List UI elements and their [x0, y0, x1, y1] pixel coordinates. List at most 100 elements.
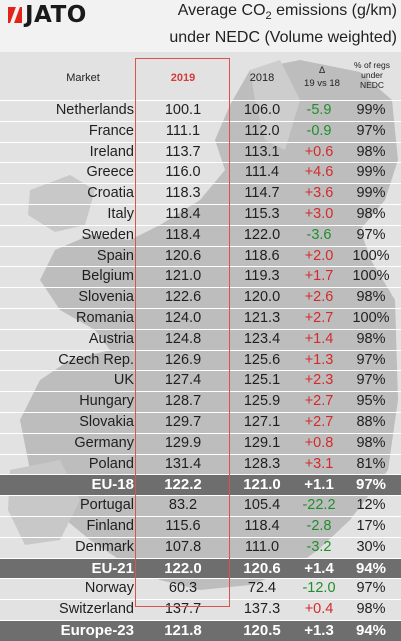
- cell-market: Poland: [88, 455, 134, 472]
- cell-2019: 118.4: [165, 226, 201, 243]
- cell-market: Germany: [74, 434, 134, 451]
- cell-market: Europe-23: [60, 621, 134, 639]
- cell-2018: 106.0: [243, 102, 281, 118]
- cell-market: Hungary: [79, 393, 134, 410]
- title-line1-sub: 2: [265, 10, 272, 23]
- cell-2019: 128.7: [164, 393, 202, 410]
- cell-2019: 60.3: [168, 580, 198, 597]
- table-row: Slovenia 122.6 120.0 +2.6 98%: [0, 287, 401, 308]
- cell-delta: +2.3: [304, 372, 334, 389]
- cell-market: Greece: [86, 164, 134, 181]
- cell-share: 94%: [355, 559, 387, 577]
- cell-market: Switzerland: [59, 601, 134, 618]
- col-header-2018: 2018: [249, 72, 275, 84]
- cell-delta: +2.7: [304, 309, 334, 326]
- delta-label: 19 vs 18: [304, 78, 340, 89]
- table-row: Portugal 83.2 105.4 -22.2 12%: [0, 495, 401, 516]
- cell-2019: 118.4: [165, 205, 201, 222]
- cell-market: Slovenia: [78, 289, 134, 306]
- table-row: France 111.1 112.0 -0.9 97%: [0, 120, 401, 142]
- cell-share: 81%: [356, 455, 386, 472]
- cell-delta: +0.8: [304, 434, 334, 451]
- table-row: Austria 124.8 123.4 +1.4 98%: [0, 328, 401, 350]
- cell-2018: 121.0: [243, 476, 281, 494]
- share-line2: under: [361, 70, 383, 80]
- cell-2019: 121.8: [164, 621, 202, 639]
- cell-market: Finland: [86, 517, 134, 534]
- cell-share: 99%: [356, 185, 386, 202]
- col-header-delta: Δ 19 vs 18: [292, 64, 352, 90]
- cell-2018: 125.9: [243, 393, 281, 410]
- cell-share: 12%: [356, 497, 386, 514]
- cell-2018: 127.1: [243, 413, 281, 430]
- cell-market: Norway: [84, 580, 134, 597]
- cell-market: Romania: [75, 309, 134, 326]
- cell-delta: +3.6: [304, 185, 334, 202]
- cell-delta: -3.2: [306, 538, 332, 555]
- cell-market: Ireland: [89, 143, 134, 160]
- cell-2019: 131.4: [164, 455, 202, 472]
- table-row: Italy 118.4 115.3 +3.0 98%: [0, 203, 401, 225]
- cell-2018: 114.7: [244, 185, 280, 202]
- cell-2019: 120.6: [164, 247, 202, 264]
- cell-delta: +1.3: [304, 621, 334, 639]
- cell-delta: +0.4: [304, 601, 334, 618]
- table-row-aggregate: EU-21 122.0 120.6 +1.4 94%: [0, 557, 401, 579]
- cell-2018: 118.6: [244, 247, 280, 264]
- col-header-share: % of regs under NEDC: [344, 60, 400, 90]
- cell-2018: 115.3: [244, 205, 280, 222]
- cell-2019: 122.2: [164, 476, 202, 494]
- cell-share: 97%: [356, 372, 386, 389]
- cell-market: Slovakia: [79, 413, 134, 430]
- table-row: Germany 129.9 129.1 +0.8 98%: [0, 432, 401, 454]
- cell-delta: +1.7: [304, 268, 334, 285]
- cell-2018: 113.1: [244, 143, 280, 160]
- cell-2019: 122.6: [164, 289, 202, 306]
- cell-share: 94%: [355, 621, 387, 639]
- cell-delta: +1.1: [304, 476, 334, 494]
- cell-2019: 83.2: [168, 497, 198, 514]
- cell-share: 100%: [352, 309, 390, 326]
- cell-market: Denmark: [75, 538, 134, 555]
- cell-2019: 129.9: [164, 434, 202, 451]
- table-row: Finland 115.6 118.4 -2.8 17%: [0, 515, 401, 537]
- cell-delta: +2.6: [304, 289, 334, 306]
- cell-2018: 137.3: [243, 601, 281, 618]
- cell-2018: 128.3: [243, 455, 281, 472]
- cell-delta: +4.6: [304, 164, 334, 181]
- cell-2019: 116.0: [165, 164, 201, 181]
- cell-2018: 119.3: [244, 268, 280, 285]
- table-row: Norway 60.3 72.4 -12.0 97%: [0, 578, 401, 599]
- cell-2019: 115.6: [165, 517, 201, 534]
- cell-delta: +1.4: [304, 330, 334, 347]
- delta-symbol: Δ: [318, 65, 326, 76]
- chart-title: Average CO2 emissions (g/km) under NEDC …: [169, 0, 397, 49]
- title-line1-b: emissions (g/km): [271, 2, 397, 19]
- share-line3: NEDC: [359, 80, 385, 90]
- cell-market: France: [88, 122, 134, 139]
- table-row: UK 127.4 125.1 +2.3 97%: [0, 370, 401, 391]
- cell-market: Sweden: [81, 226, 134, 243]
- table-row: Belgium 121.0 119.3 +1.7 100%: [0, 266, 401, 287]
- cell-2019: 127.4: [164, 372, 202, 389]
- cell-2018: 129.1: [243, 434, 281, 451]
- cell-delta: -22.2: [302, 497, 336, 514]
- cell-market: Belgium: [81, 268, 134, 285]
- cell-share: 98%: [356, 143, 386, 160]
- cell-delta: -5.9: [306, 102, 332, 118]
- share-line1: % of regs: [354, 60, 390, 70]
- jato-logo: JATO: [8, 2, 87, 28]
- cell-delta: +2.7: [304, 413, 334, 430]
- header: JATO Average CO2 emissions (g/km) under …: [0, 0, 401, 52]
- cell-share: 100%: [352, 268, 390, 285]
- table-row-aggregate: Europe-23 121.8 120.5 +1.3 94%: [0, 619, 401, 641]
- cell-market: Spain: [96, 247, 134, 264]
- cell-2019: 121.0: [164, 268, 202, 285]
- cell-delta: -12.0: [302, 580, 336, 597]
- table-row: Sweden 118.4 122.0 -3.6 97%: [0, 224, 401, 246]
- cell-delta: +1.3: [304, 351, 334, 368]
- table-row: Ireland 113.7 113.1 +0.6 98%: [0, 141, 401, 163]
- cell-2018: 111.4: [244, 164, 280, 181]
- cell-2018: 121.3: [243, 309, 281, 326]
- cell-2019: 126.9: [164, 351, 202, 368]
